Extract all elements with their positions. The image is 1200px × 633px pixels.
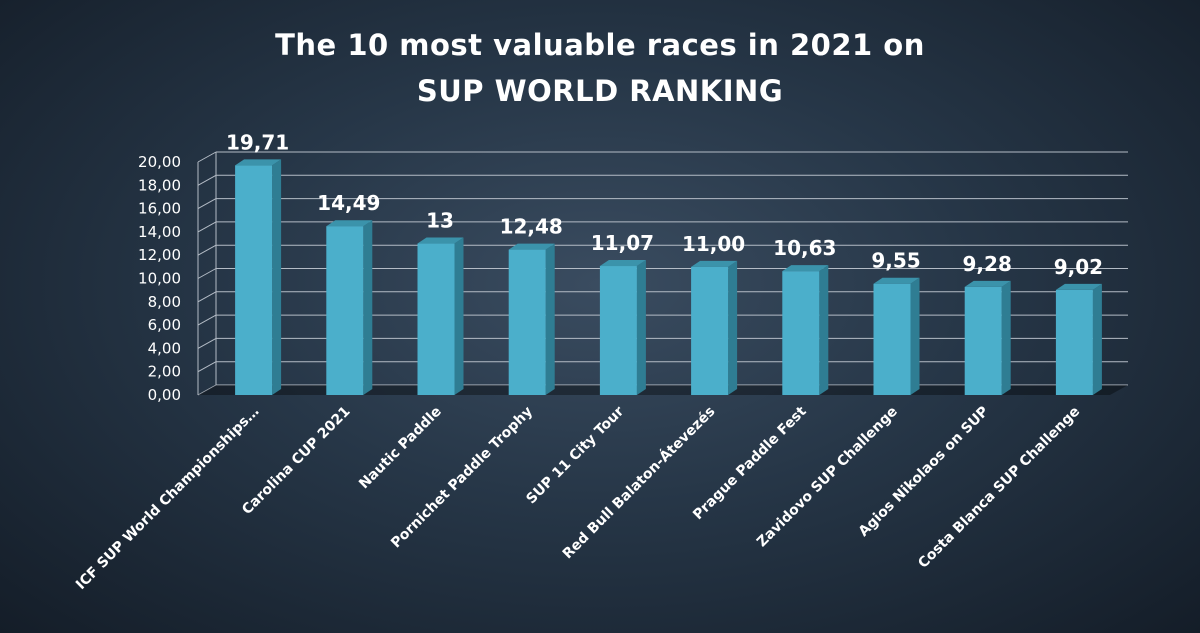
bar-side <box>272 159 282 395</box>
bar-top <box>599 260 646 267</box>
x-axis-labels: ICF SUP World Championships…Carolina CUP… <box>73 403 1083 593</box>
bar-top <box>964 280 1011 287</box>
data-label: 13 <box>426 209 454 233</box>
bar-front <box>235 165 273 395</box>
y-tick-label: 14,00 <box>138 223 181 241</box>
bar-front <box>691 266 729 395</box>
bar-top <box>326 220 373 227</box>
data-label: 9,28 <box>963 252 1012 276</box>
bar-top <box>782 265 829 272</box>
bar-front <box>782 271 820 395</box>
grid-line-diag <box>197 384 217 396</box>
y-tick-label: 20,00 <box>138 153 181 171</box>
bar <box>964 280 1011 395</box>
bar-front <box>326 226 364 395</box>
y-tick-label: 16,00 <box>138 200 181 218</box>
data-label: 10,63 <box>773 236 836 260</box>
grid-line-diag <box>197 337 217 349</box>
data-label: 9,55 <box>871 249 920 273</box>
bar-front <box>873 283 911 395</box>
bar-front <box>417 243 455 395</box>
y-tick-label: 4,00 <box>148 339 181 357</box>
y-tick-label: 2,00 <box>148 363 181 381</box>
x-tick-label: Nautic Paddle <box>356 404 445 493</box>
bar-side <box>636 260 646 395</box>
y-tick-label: 8,00 <box>148 293 181 311</box>
y-axis: 0,00 2,00 4,00 6,00 8,00 10,00 12,00 14,00 16,00… <box>138 153 181 404</box>
grid-line-diag <box>197 174 217 186</box>
chart-title: The 10 most valuable races in 2021 on SU… <box>0 22 1200 114</box>
data-label: 12,48 <box>500 215 563 239</box>
x-tick-label: SUP 11 City Tour <box>523 403 627 507</box>
bar-side <box>1092 283 1102 395</box>
data-label: 11,00 <box>682 232 745 256</box>
grid-line-diag <box>197 244 217 256</box>
bar-side <box>363 220 373 395</box>
data-label: 9,02 <box>1054 255 1103 279</box>
grid-line-diag <box>197 198 217 210</box>
bar <box>417 237 464 395</box>
grid-line-diag <box>197 314 217 326</box>
chart-title-line-2: SUP WORLD RANKING <box>416 74 784 108</box>
bar-top <box>508 243 555 250</box>
bar-side <box>728 260 738 395</box>
grid-line-diag <box>197 291 217 303</box>
bar-side <box>1001 280 1011 395</box>
bar-front <box>964 286 1002 395</box>
x-tick-label: Red Bull Balaton-Átevezés <box>559 403 718 562</box>
x-tick-label: Costa Blanca SUP Challenge <box>915 404 1083 572</box>
bar-side <box>545 243 555 395</box>
bar-side <box>910 277 920 395</box>
bar-front <box>599 266 637 395</box>
data-label: 14,49 <box>317 191 380 215</box>
bar <box>1055 283 1102 395</box>
bar-side <box>819 265 829 395</box>
bar-front <box>508 249 546 395</box>
bar-top <box>417 237 464 244</box>
bar-top <box>1055 283 1102 290</box>
bar-side <box>454 237 464 395</box>
bar <box>599 260 646 395</box>
bar <box>508 243 555 395</box>
data-labels: 19,71 14,49 13 12,48 11,07 11,00 10,63 9,55 9,28… <box>226 130 1103 279</box>
x-tick-label: ICF SUP World Championships… <box>73 404 262 593</box>
data-label: 19,71 <box>226 130 289 154</box>
y-tick-label: 0,00 <box>148 386 181 404</box>
bar-top <box>873 277 920 284</box>
y-tick-label: 6,00 <box>148 316 181 334</box>
grid-line-diag <box>197 361 217 373</box>
bar <box>235 159 282 395</box>
grid-line-diag <box>197 268 217 279</box>
chart-title-line-1: The 10 most valuable races in 2021 on <box>275 28 925 62</box>
bar <box>782 265 829 395</box>
grid-line-diag <box>197 151 217 163</box>
grid-line-diag <box>197 221 217 233</box>
bar <box>326 220 373 395</box>
y-tick-label: 10,00 <box>138 270 181 288</box>
bar-top <box>235 159 282 166</box>
bar-front <box>1055 289 1093 395</box>
bar <box>873 277 920 395</box>
bars <box>198 159 1128 395</box>
y-tick-label: 12,00 <box>138 246 181 264</box>
bar <box>691 260 738 395</box>
y-tick-label: 18,00 <box>138 176 181 194</box>
data-label: 11,07 <box>591 231 654 255</box>
bar-top <box>691 260 738 267</box>
